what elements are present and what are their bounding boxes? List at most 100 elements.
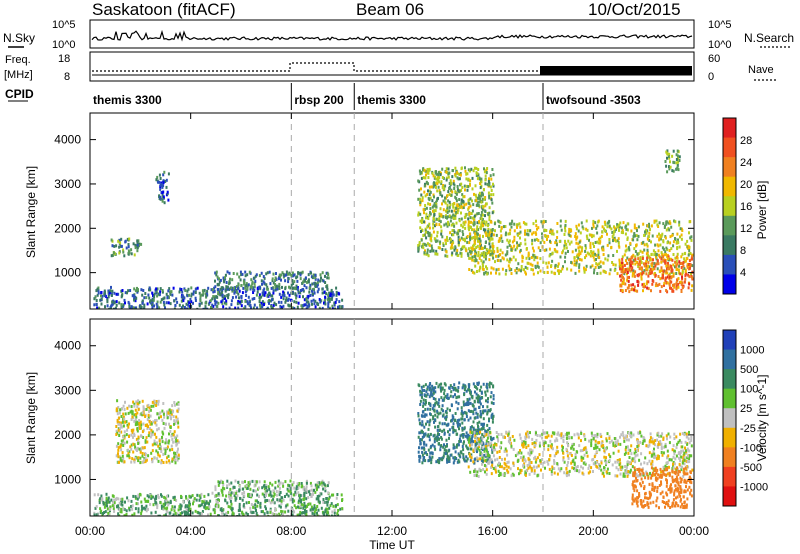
power-cell	[178, 290, 181, 294]
velocity-cell	[137, 456, 140, 460]
power-cell	[627, 246, 630, 250]
power-cell	[140, 305, 143, 309]
velocity-cell	[148, 419, 151, 423]
power-cell	[486, 182, 489, 186]
velocity-cell	[458, 427, 460, 431]
power-cell	[584, 268, 587, 272]
power-cell	[254, 279, 257, 283]
velocity-cell	[157, 496, 160, 500]
power-cell	[316, 281, 319, 285]
velocity-cell	[115, 433, 118, 436]
velocity-cell	[483, 409, 486, 413]
power-cell	[480, 224, 483, 227]
power-cell	[225, 302, 228, 306]
velocity-cell	[251, 511, 254, 515]
power-cell	[169, 292, 172, 296]
power-cell	[222, 279, 225, 283]
power-cell	[255, 293, 258, 297]
velocity-cell	[315, 497, 318, 501]
power-cell	[474, 249, 477, 253]
power-cell	[260, 279, 263, 283]
power-cell	[324, 295, 327, 299]
velocity-cell	[438, 421, 441, 425]
power-cell	[471, 209, 474, 213]
velocity-cell	[577, 436, 580, 440]
power-cell	[186, 294, 189, 298]
power-cell	[162, 184, 165, 188]
power-cell	[675, 260, 678, 263]
power-cell	[687, 286, 690, 290]
velocity-cell	[138, 419, 141, 422]
power-cell	[532, 253, 535, 257]
power-cell	[447, 167, 450, 171]
power-cell	[442, 199, 445, 203]
velocity-cell	[473, 474, 476, 477]
power-cell	[117, 239, 120, 243]
velocity-cell	[126, 454, 129, 458]
velocity-cell	[140, 500, 143, 504]
power-cell	[426, 248, 429, 252]
power-cell	[136, 240, 139, 244]
velocity-cell	[106, 507, 109, 511]
power-cell	[637, 274, 640, 278]
velocity-cell	[125, 509, 128, 513]
velocity-cell	[130, 460, 133, 464]
velocity-cell	[302, 511, 305, 515]
power-cell	[500, 226, 503, 229]
power-cell	[215, 300, 218, 304]
velocity-cell	[429, 407, 432, 411]
power-cell	[646, 286, 649, 290]
power-cell	[665, 281, 668, 284]
power-cell	[556, 222, 559, 225]
power-cell	[575, 227, 578, 231]
velocity-cell	[148, 409, 151, 413]
velocity-cell	[223, 487, 226, 491]
velocity-cell	[448, 436, 450, 440]
velocity-cell	[491, 420, 494, 424]
power-cell	[662, 239, 665, 243]
power-cell	[476, 234, 479, 238]
power-cell	[299, 273, 302, 277]
velocity-cell	[160, 493, 162, 497]
power-cell	[237, 283, 240, 287]
velocity-cell	[467, 409, 470, 413]
power-cell	[317, 287, 320, 291]
velocity-cell	[145, 509, 148, 513]
power-cell	[465, 202, 468, 206]
velocity-cell	[268, 499, 270, 503]
velocity-cell	[669, 435, 672, 439]
power-cell	[321, 287, 324, 291]
power-cell	[647, 264, 649, 268]
velocity-cell	[466, 398, 469, 401]
power-cell	[484, 204, 487, 208]
velocity-cell	[110, 498, 113, 502]
power-cell	[441, 248, 444, 251]
power-cell	[468, 212, 471, 216]
power-cell	[626, 278, 629, 282]
power-cell	[438, 212, 441, 216]
power-cell	[669, 241, 672, 245]
power-cell	[484, 231, 487, 235]
velocity-cell	[448, 457, 451, 461]
velocity-cell	[133, 419, 136, 423]
velocity-cell	[144, 440, 147, 444]
power-cell	[644, 264, 647, 268]
velocity-cell	[274, 486, 277, 490]
velocity-cell	[417, 414, 420, 418]
power-cell	[664, 278, 667, 282]
velocity-cell	[171, 404, 174, 408]
power-cell	[152, 298, 155, 302]
velocity-cell	[300, 482, 303, 485]
velocity-cell	[303, 485, 305, 489]
power-cell	[633, 288, 636, 292]
power-cell	[481, 204, 484, 208]
power-cell	[282, 290, 285, 294]
power-cell	[558, 271, 560, 275]
power-cell	[262, 289, 265, 293]
power-cell	[592, 225, 595, 229]
power-cell	[673, 219, 676, 223]
velocity-cell	[284, 495, 286, 498]
power-cell	[230, 286, 233, 290]
power-cell	[509, 257, 512, 261]
power-cell	[164, 180, 167, 183]
